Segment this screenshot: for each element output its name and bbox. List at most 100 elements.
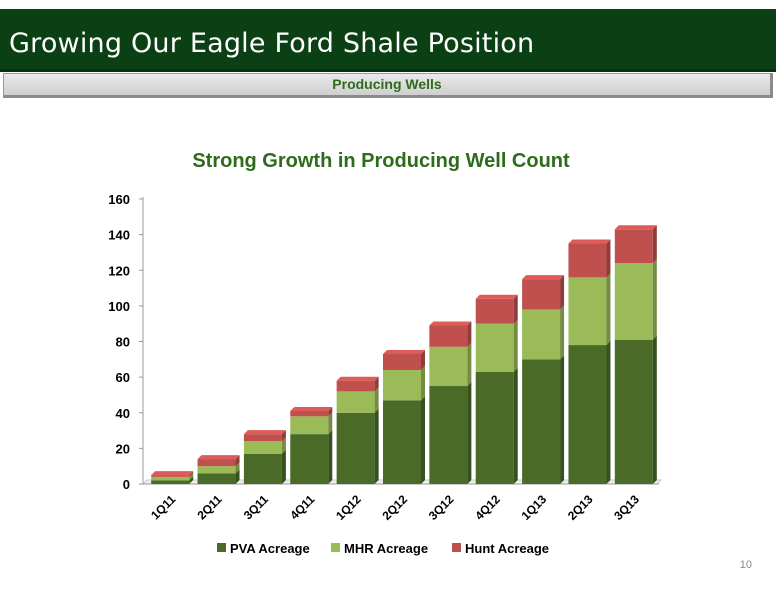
x-tick-label: 3Q12 [426, 492, 457, 523]
bar-segment-side [652, 259, 657, 340]
bar-segment-side [606, 341, 611, 484]
x-tick-label: 1Q11 [148, 492, 178, 522]
bar-segment-side [281, 449, 286, 484]
bar-segment-top [568, 239, 611, 244]
bar-segment [243, 441, 282, 454]
bar-segment [243, 434, 282, 442]
bar-segment-top [429, 321, 472, 326]
bar-segment-side [652, 225, 657, 264]
bar-segment-side [513, 294, 518, 324]
bar-segment [197, 459, 236, 467]
bar-segment [614, 229, 653, 264]
x-tick-label: 1Q12 [333, 492, 364, 523]
page-number: 10 [739, 559, 752, 571]
slide-title-bar: Growing Our Eagle Ford Shale Position [0, 9, 776, 72]
bar-segment-side [374, 408, 379, 484]
legend-swatch [452, 543, 461, 552]
bar-segment-side [328, 406, 333, 417]
bar-segment [614, 263, 653, 340]
bar-segment [383, 400, 421, 484]
bar-segment [197, 466, 236, 474]
bar-segment-top [151, 471, 194, 476]
legend-swatch [331, 543, 340, 552]
y-tick-label: 100 [108, 299, 130, 314]
x-tick-label: 1Q13 [519, 492, 550, 523]
bar-segment-side [189, 471, 194, 477]
bar-segment-top [383, 349, 425, 354]
slide-subtitle-bar: Producing Wells [3, 73, 773, 98]
bar-segment [336, 412, 375, 484]
bar-segment [197, 473, 236, 484]
bar-segment [290, 416, 329, 435]
bar-segment-side [421, 366, 425, 401]
bar-segment [568, 277, 607, 346]
bar-segment-side [467, 342, 472, 387]
bar-segment [522, 279, 561, 310]
bar-segment-top [475, 294, 518, 299]
bar-segment-side [606, 239, 611, 278]
bar-segment [475, 371, 514, 484]
bar-segment [522, 309, 561, 360]
bar-segment-side [189, 476, 194, 484]
bar-segment [383, 370, 421, 401]
x-tick-label: 3Q13 [611, 492, 642, 523]
bar-segment [429, 386, 468, 484]
bar-segment-top [336, 376, 379, 381]
bar-segment [568, 243, 607, 278]
legend-label: PVA Acreage [230, 541, 310, 556]
chart-title: Strong Growth in Producing Well Count [192, 150, 570, 172]
x-tick-label: 2Q11 [194, 492, 224, 522]
bar-segment-side [328, 412, 333, 435]
y-tick-label: 140 [108, 228, 130, 243]
legend-label: MHR Acreage [344, 541, 428, 556]
bar-segment-top [290, 406, 333, 411]
bar-segment-side [374, 387, 379, 413]
bar-segment-side [281, 437, 286, 454]
bar-segment [151, 475, 190, 477]
x-tick-label: 4Q11 [287, 492, 317, 522]
bar-segment-side [606, 273, 611, 346]
bar-segment-side [235, 455, 240, 467]
bar-segment-side [467, 382, 472, 484]
y-tick-label: 120 [108, 263, 130, 278]
y-tick-label: 0 [123, 477, 130, 492]
bar-segment [614, 339, 653, 484]
bar-segment-side [189, 472, 194, 481]
bar-segment-side [560, 355, 565, 484]
bar-segment-top [522, 275, 565, 280]
bar-segment [151, 480, 190, 484]
bar-segment [243, 453, 282, 484]
bar-segment [429, 346, 468, 387]
slide-title: Growing Our Eagle Ford Shale Position [9, 28, 535, 59]
bar-segment [336, 391, 375, 413]
bar-segment-side [235, 462, 240, 474]
bar-segment-side [467, 321, 472, 347]
bar-segment-top [197, 455, 240, 460]
bar-segment [151, 476, 190, 481]
bar-segment-top [614, 225, 657, 230]
bar-segment-side [328, 430, 333, 484]
bar-segment-side [374, 376, 379, 392]
legend-swatch [217, 543, 226, 552]
bar-segment-side [513, 367, 518, 484]
x-tick-label: 2Q13 [565, 492, 596, 523]
bar-segment [336, 380, 375, 392]
bar-segment [290, 434, 329, 484]
y-tick-label: 40 [116, 406, 130, 421]
bar-segment-side [560, 305, 565, 360]
bar-segment-side [421, 396, 425, 484]
x-tick-label: 3Q11 [241, 492, 271, 522]
y-tick-label: 160 [108, 192, 130, 207]
bar-segment-side [560, 275, 565, 310]
y-tick-label: 20 [116, 441, 130, 456]
bar-segment [522, 359, 561, 484]
bar-segment [475, 323, 514, 372]
x-tick-label: 4Q12 [472, 492, 503, 523]
bar-segment [429, 325, 468, 347]
bar-segment-side [652, 335, 657, 484]
bar-segment-side [513, 319, 518, 372]
bar-segment-top [243, 430, 286, 435]
bar-segment-side [421, 349, 425, 370]
bar-segment [568, 345, 607, 484]
